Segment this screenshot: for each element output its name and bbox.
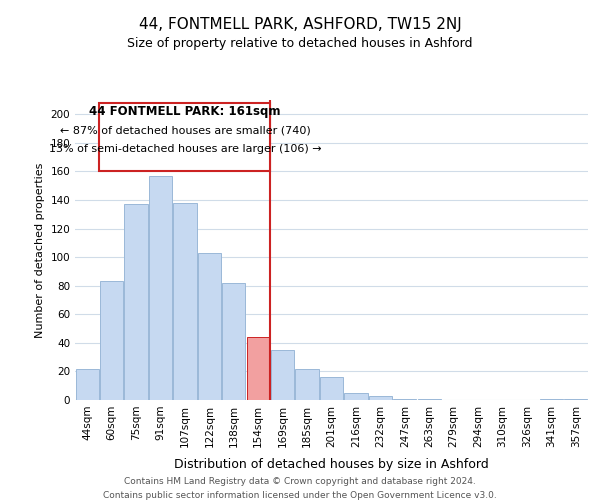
Bar xyxy=(124,204,148,400)
Text: Size of property relative to detached houses in Ashford: Size of property relative to detached ho… xyxy=(127,38,473,51)
Bar xyxy=(320,377,343,400)
Bar xyxy=(76,368,99,400)
Bar xyxy=(344,393,368,400)
Text: 44, FONTMELL PARK, ASHFORD, TW15 2NJ: 44, FONTMELL PARK, ASHFORD, TW15 2NJ xyxy=(139,18,461,32)
Text: 44 FONTMELL PARK: 161sqm: 44 FONTMELL PARK: 161sqm xyxy=(89,105,281,118)
Bar xyxy=(369,396,392,400)
Bar xyxy=(100,103,271,172)
Bar xyxy=(295,368,319,400)
Bar xyxy=(198,253,221,400)
Bar xyxy=(222,283,245,400)
Bar xyxy=(564,398,587,400)
Bar xyxy=(418,398,441,400)
Bar xyxy=(173,203,197,400)
Bar xyxy=(271,350,294,400)
Bar xyxy=(393,398,416,400)
Text: Contains HM Land Registry data © Crown copyright and database right 2024.: Contains HM Land Registry data © Crown c… xyxy=(124,478,476,486)
Text: Contains public sector information licensed under the Open Government Licence v3: Contains public sector information licen… xyxy=(103,491,497,500)
Text: ← 87% of detached houses are smaller (740): ← 87% of detached houses are smaller (74… xyxy=(59,126,310,136)
Bar xyxy=(149,176,172,400)
Bar xyxy=(247,337,270,400)
Bar xyxy=(540,398,563,400)
Y-axis label: Number of detached properties: Number of detached properties xyxy=(35,162,45,338)
Bar xyxy=(100,282,123,400)
X-axis label: Distribution of detached houses by size in Ashford: Distribution of detached houses by size … xyxy=(174,458,489,471)
Text: 13% of semi-detached houses are larger (106) →: 13% of semi-detached houses are larger (… xyxy=(49,144,321,154)
